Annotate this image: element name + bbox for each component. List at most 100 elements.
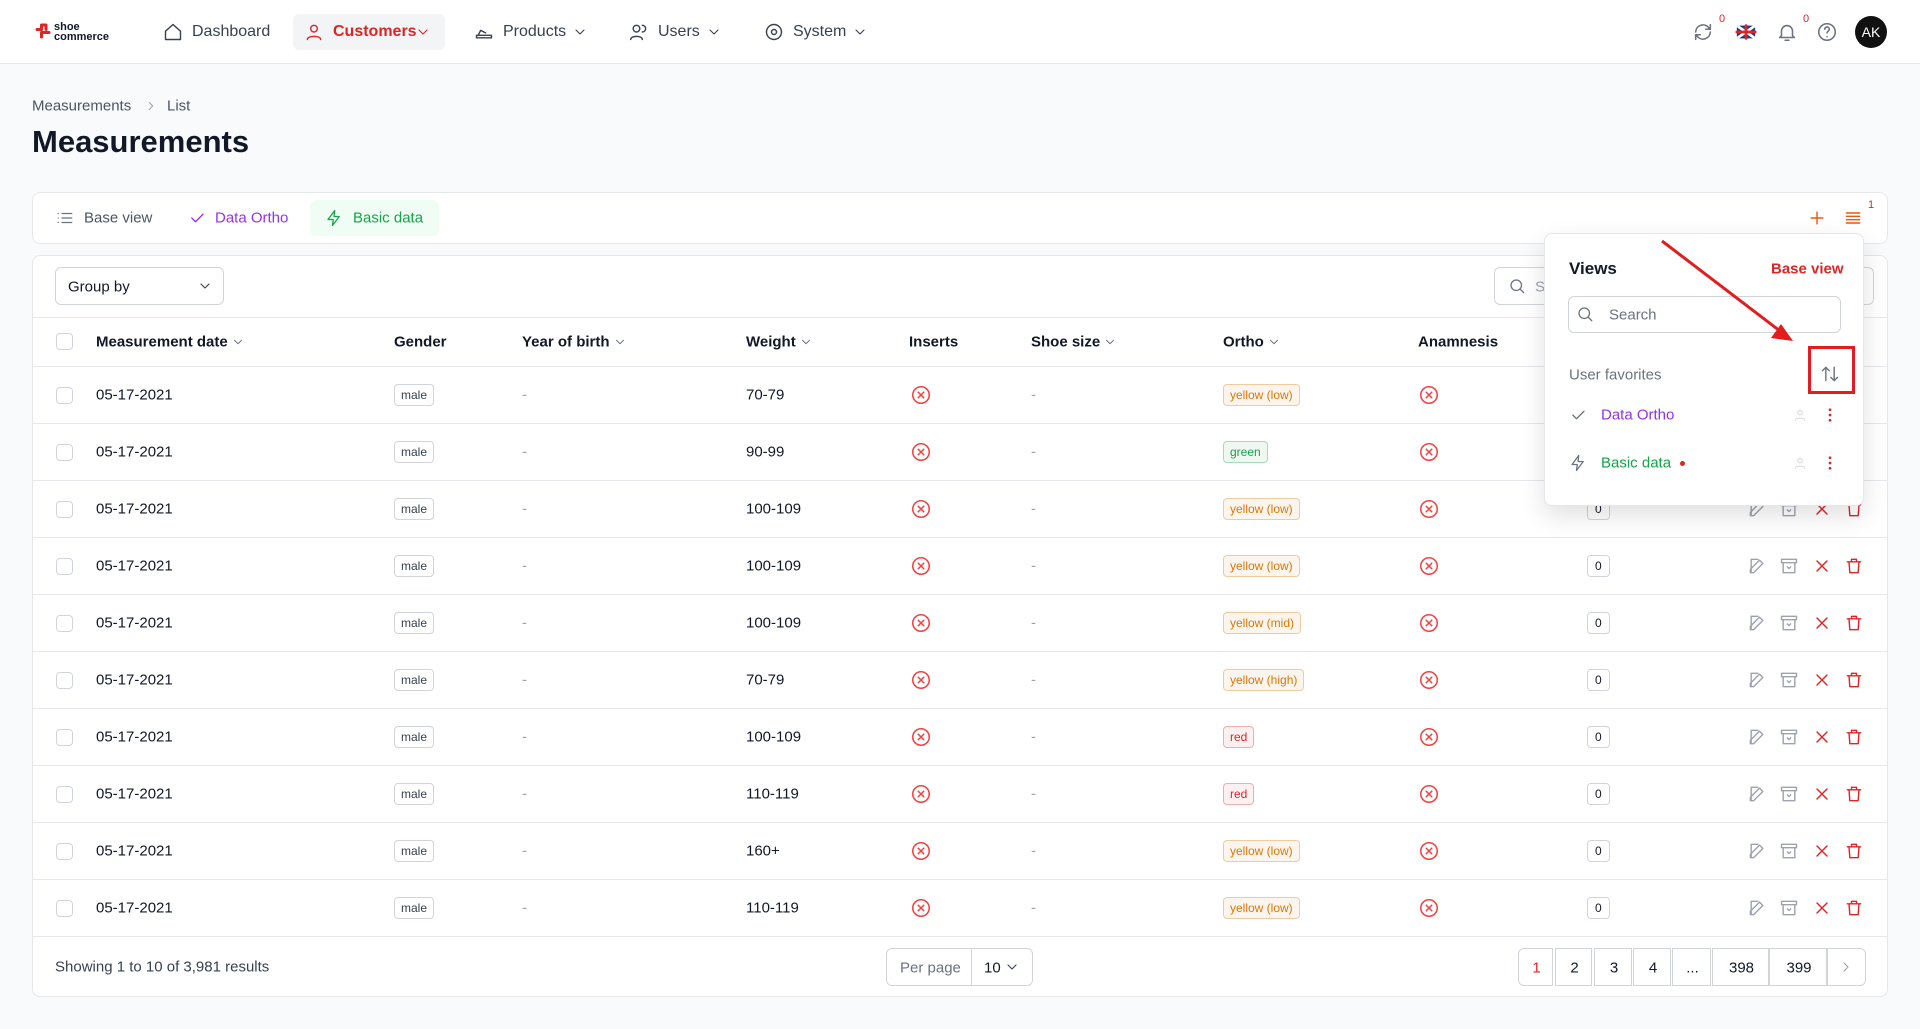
nav-item[interactable]: Products bbox=[503, 23, 567, 40]
archive-button[interactable] bbox=[1779, 727, 1799, 747]
page-label: 4 bbox=[1648, 959, 1658, 977]
page-button[interactable]: 398 bbox=[1712, 948, 1769, 986]
cancel-button[interactable] bbox=[1812, 727, 1832, 747]
views-button[interactable] bbox=[1843, 208, 1863, 228]
date-cell: 05-17-2021 bbox=[96, 899, 173, 916]
select-chevron bbox=[200, 283, 210, 289]
view-owner-icon bbox=[1794, 457, 1806, 469]
delete-button[interactable] bbox=[1844, 556, 1864, 576]
shoe-cell: - bbox=[1031, 500, 1036, 517]
header-checkbox[interactable] bbox=[56, 333, 73, 350]
per-page-value[interactable]: 10 bbox=[984, 959, 1001, 977]
group-by-select[interactable]: Group by bbox=[55, 267, 224, 305]
row-checkbox[interactable] bbox=[56, 899, 73, 917]
row-checkbox[interactable] bbox=[56, 842, 73, 860]
views-search-placeholder: Search bbox=[1609, 306, 1657, 324]
nav-icon bbox=[475, 29, 493, 39]
delete-button[interactable] bbox=[1844, 670, 1864, 690]
gender-tag: male bbox=[394, 497, 435, 520]
cancel-button[interactable] bbox=[1812, 898, 1832, 918]
column-header[interactable]: Weight bbox=[746, 333, 796, 351]
page-button[interactable]: ... bbox=[1672, 948, 1711, 986]
column-header[interactable]: Ortho bbox=[1223, 333, 1264, 351]
nav-item[interactable]: Dashboard bbox=[192, 23, 271, 40]
avatar[interactable]: AK bbox=[1855, 16, 1887, 48]
archive-button[interactable] bbox=[1779, 670, 1799, 690]
edit-button[interactable] bbox=[1747, 670, 1767, 690]
edit-button[interactable] bbox=[1747, 727, 1767, 747]
delete-button[interactable] bbox=[1844, 841, 1864, 861]
archive-button[interactable] bbox=[1779, 613, 1799, 633]
nav-chevron bbox=[575, 29, 585, 35]
tab[interactable]: Base view bbox=[84, 209, 153, 227]
view-item[interactable]: Basic data bbox=[1601, 454, 1672, 472]
column-header[interactable]: Measurement date bbox=[96, 333, 228, 351]
anamnesis-icon bbox=[1419, 613, 1439, 632]
cancel-button[interactable] bbox=[1812, 556, 1832, 576]
row-checkbox[interactable] bbox=[56, 386, 73, 404]
cancel-button[interactable] bbox=[1812, 613, 1832, 633]
add-view-button[interactable] bbox=[1807, 208, 1827, 228]
delete-button[interactable] bbox=[1844, 727, 1864, 747]
tab[interactable]: Data Ortho bbox=[215, 209, 289, 227]
results-summary: Showing 1 to 10 of 3,981 results bbox=[55, 958, 270, 976]
per-page-label: Per page bbox=[900, 959, 961, 977]
anamnesis-icon bbox=[1419, 499, 1439, 518]
base-view-link[interactable]: Base view bbox=[1771, 260, 1844, 278]
page-button[interactable]: 399 bbox=[1769, 948, 1827, 986]
archive-button[interactable] bbox=[1779, 898, 1799, 918]
views-search[interactable]: Search bbox=[1568, 296, 1841, 333]
sort-chevron bbox=[234, 339, 242, 345]
tab[interactable]: Basic data bbox=[353, 209, 424, 227]
nav-item[interactable]: System bbox=[793, 23, 847, 40]
header-border bbox=[32, 317, 1888, 318]
page-title: Measurements bbox=[32, 124, 250, 159]
row-checkbox[interactable] bbox=[56, 500, 73, 518]
year-cell: - bbox=[522, 386, 527, 403]
nav-item[interactable]: Customers bbox=[333, 23, 417, 40]
column-header[interactable]: Year of birth bbox=[522, 333, 610, 351]
row-checkbox[interactable] bbox=[56, 671, 73, 689]
help-icon[interactable] bbox=[1816, 21, 1838, 43]
archive-button[interactable] bbox=[1779, 841, 1799, 861]
weight-cell: 100-109 bbox=[746, 728, 802, 745]
sync-icon[interactable] bbox=[1692, 21, 1714, 43]
breadcrumb[interactable]: Measurements bbox=[32, 97, 132, 115]
nav-item[interactable]: Users bbox=[658, 23, 700, 40]
bell-icon[interactable] bbox=[1776, 21, 1798, 43]
page-label: 398 bbox=[1728, 959, 1755, 977]
row-checkbox[interactable] bbox=[56, 557, 73, 575]
row-checkbox[interactable] bbox=[56, 614, 73, 632]
edit-button[interactable] bbox=[1747, 898, 1767, 918]
delete-button[interactable] bbox=[1844, 784, 1864, 804]
row-checkbox[interactable] bbox=[56, 785, 73, 803]
delete-button[interactable] bbox=[1844, 898, 1864, 918]
archive-button[interactable] bbox=[1779, 556, 1799, 576]
sort-chevron bbox=[616, 339, 624, 345]
view-item[interactable]: Data Ortho bbox=[1601, 406, 1675, 424]
cancel-button[interactable] bbox=[1812, 784, 1832, 804]
page-next[interactable] bbox=[1827, 948, 1866, 986]
archive-button[interactable] bbox=[1779, 784, 1799, 804]
edit-button[interactable] bbox=[1747, 784, 1767, 804]
view-menu-button[interactable] bbox=[1821, 454, 1839, 472]
inserts-icon bbox=[911, 898, 931, 917]
view-menu-button[interactable] bbox=[1821, 406, 1839, 424]
row-checkbox[interactable] bbox=[56, 443, 73, 461]
edit-button[interactable] bbox=[1747, 613, 1767, 633]
edit-button[interactable] bbox=[1747, 841, 1767, 861]
row-checkbox[interactable] bbox=[56, 728, 73, 746]
date-cell: 05-17-2021 bbox=[96, 443, 173, 460]
edit-button[interactable] bbox=[1747, 556, 1767, 576]
cancel-button[interactable] bbox=[1812, 670, 1832, 690]
page-button[interactable]: 4 bbox=[1633, 948, 1671, 986]
flag-icon[interactable] bbox=[1735, 21, 1757, 43]
delete-button[interactable] bbox=[1844, 613, 1864, 633]
page-button[interactable]: 1 bbox=[1518, 948, 1553, 986]
sort-button[interactable] bbox=[1820, 364, 1840, 384]
weight-cell: 70-79 bbox=[746, 671, 785, 688]
page-button[interactable]: 3 bbox=[1594, 948, 1632, 986]
cancel-button[interactable] bbox=[1812, 841, 1832, 861]
column-header[interactable]: Shoe size bbox=[1031, 333, 1101, 351]
page-button[interactable]: 2 bbox=[1555, 948, 1592, 986]
